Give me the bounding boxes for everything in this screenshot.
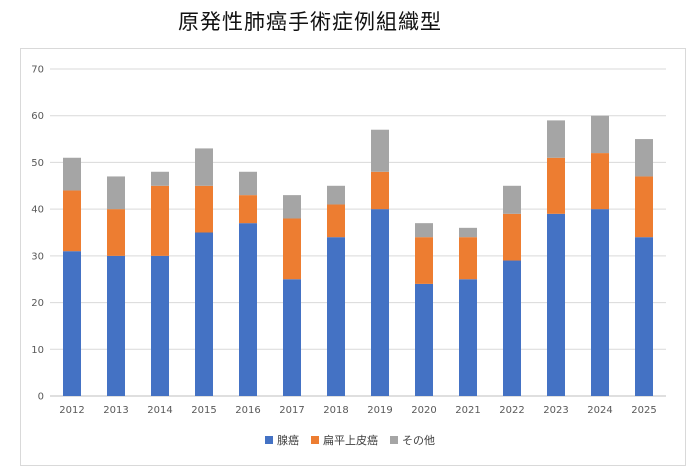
bar-segment xyxy=(327,185,345,205)
x-tick-label: 2016 xyxy=(235,405,260,416)
y-tick-label: 10 xyxy=(31,345,44,356)
bar-segment xyxy=(151,255,169,396)
bar-segment xyxy=(195,148,213,186)
bar-segment xyxy=(459,279,477,396)
chart-title: 原発性肺癌手術症例組織型 xyxy=(178,10,442,34)
bar-segment xyxy=(107,176,125,210)
bar-segment xyxy=(591,209,609,396)
bar-segment xyxy=(151,171,169,186)
bar-segment xyxy=(591,115,609,154)
bar-segment xyxy=(415,283,433,396)
bar-segment xyxy=(63,251,81,396)
bar-segment xyxy=(415,237,433,284)
x-tick-label: 2014 xyxy=(147,405,172,416)
bar-segment xyxy=(635,237,653,396)
x-tick-label: 2013 xyxy=(103,405,128,416)
bar-segment xyxy=(283,279,301,396)
chart-frame xyxy=(20,48,686,466)
bar-segment xyxy=(239,195,257,224)
bar-segment xyxy=(195,185,213,233)
bar-segment xyxy=(63,190,81,252)
legend-swatch xyxy=(265,436,273,444)
bar-segment xyxy=(371,209,389,396)
x-tick-label: 2025 xyxy=(631,405,656,416)
bar-segment xyxy=(503,185,521,214)
x-tick-label: 2024 xyxy=(587,405,612,416)
bar-segment xyxy=(591,153,609,210)
legend-swatch xyxy=(311,436,319,444)
x-tick-label: 2017 xyxy=(279,405,304,416)
y-tick-label: 70 xyxy=(31,65,44,76)
bar-segment xyxy=(283,218,301,280)
x-tick-label: 2023 xyxy=(543,405,568,416)
y-tick-label: 50 xyxy=(31,158,44,169)
y-tick-label: 40 xyxy=(31,205,44,216)
bar-segment xyxy=(63,157,81,191)
bar-segment xyxy=(283,195,301,219)
bar-segment xyxy=(239,171,257,196)
legend-label: 扁平上皮癌 xyxy=(323,434,378,447)
legend-label: 腺癌 xyxy=(277,434,299,447)
x-tick-label: 2018 xyxy=(323,405,348,416)
bar-segment xyxy=(635,139,653,177)
legend-label: その他 xyxy=(402,434,435,447)
legend-swatch xyxy=(390,436,398,444)
bar-segment xyxy=(239,223,257,396)
legend-item-squamous: 扁平上皮癌 xyxy=(311,432,378,448)
bar-segment xyxy=(503,260,521,396)
bar-segment xyxy=(503,213,521,261)
y-tick-label: 20 xyxy=(31,298,44,309)
x-tick-label: 2021 xyxy=(455,405,480,416)
chart-legend: 腺癌 扁平上皮癌 その他 xyxy=(0,432,700,448)
x-tick-label: 2015 xyxy=(191,405,216,416)
bar-segment xyxy=(415,223,433,238)
y-tick-label: 0 xyxy=(38,392,44,403)
y-tick-label: 60 xyxy=(31,111,44,122)
bar-segment xyxy=(547,213,565,396)
x-tick-label: 2020 xyxy=(411,405,436,416)
bar-segment xyxy=(327,237,345,396)
legend-item-adenocarcinoma: 腺癌 xyxy=(265,432,299,448)
x-tick-label: 2012 xyxy=(59,405,84,416)
bar-segment xyxy=(327,204,345,238)
bar-segment xyxy=(107,255,125,396)
y-tick-label: 30 xyxy=(31,251,44,262)
bar-segment xyxy=(547,120,565,158)
bar-segment xyxy=(195,232,213,396)
bar-segment xyxy=(371,171,389,210)
bar-segment xyxy=(459,227,477,238)
bar-segment xyxy=(635,176,653,238)
x-tick-label: 2019 xyxy=(367,405,392,416)
bar-segment xyxy=(547,157,565,214)
bar-segment xyxy=(371,129,389,172)
x-tick-label: 2022 xyxy=(499,405,524,416)
bar-segment xyxy=(107,209,125,256)
bar-segment xyxy=(151,185,169,256)
bar-segment xyxy=(459,237,477,280)
legend-item-other: その他 xyxy=(390,432,435,448)
